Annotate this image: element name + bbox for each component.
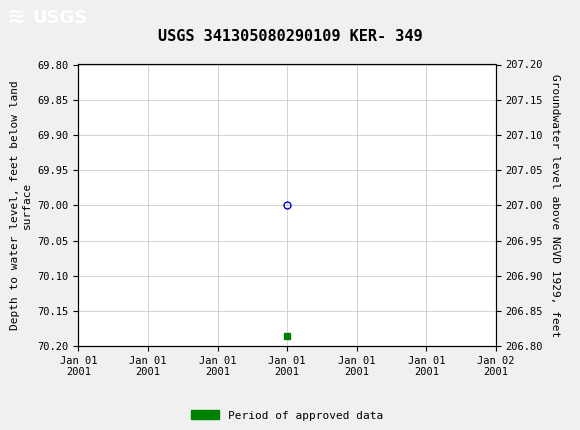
Y-axis label: Depth to water level, feet below land
surface: Depth to water level, feet below land su…	[10, 80, 32, 330]
Text: ≋: ≋	[7, 6, 26, 27]
Legend: Period of approved data: Period of approved data	[187, 406, 387, 425]
Text: USGS: USGS	[32, 9, 87, 27]
Y-axis label: Groundwater level above NGVD 1929, feet: Groundwater level above NGVD 1929, feet	[550, 74, 560, 337]
Text: USGS 341305080290109 KER- 349: USGS 341305080290109 KER- 349	[158, 29, 422, 44]
